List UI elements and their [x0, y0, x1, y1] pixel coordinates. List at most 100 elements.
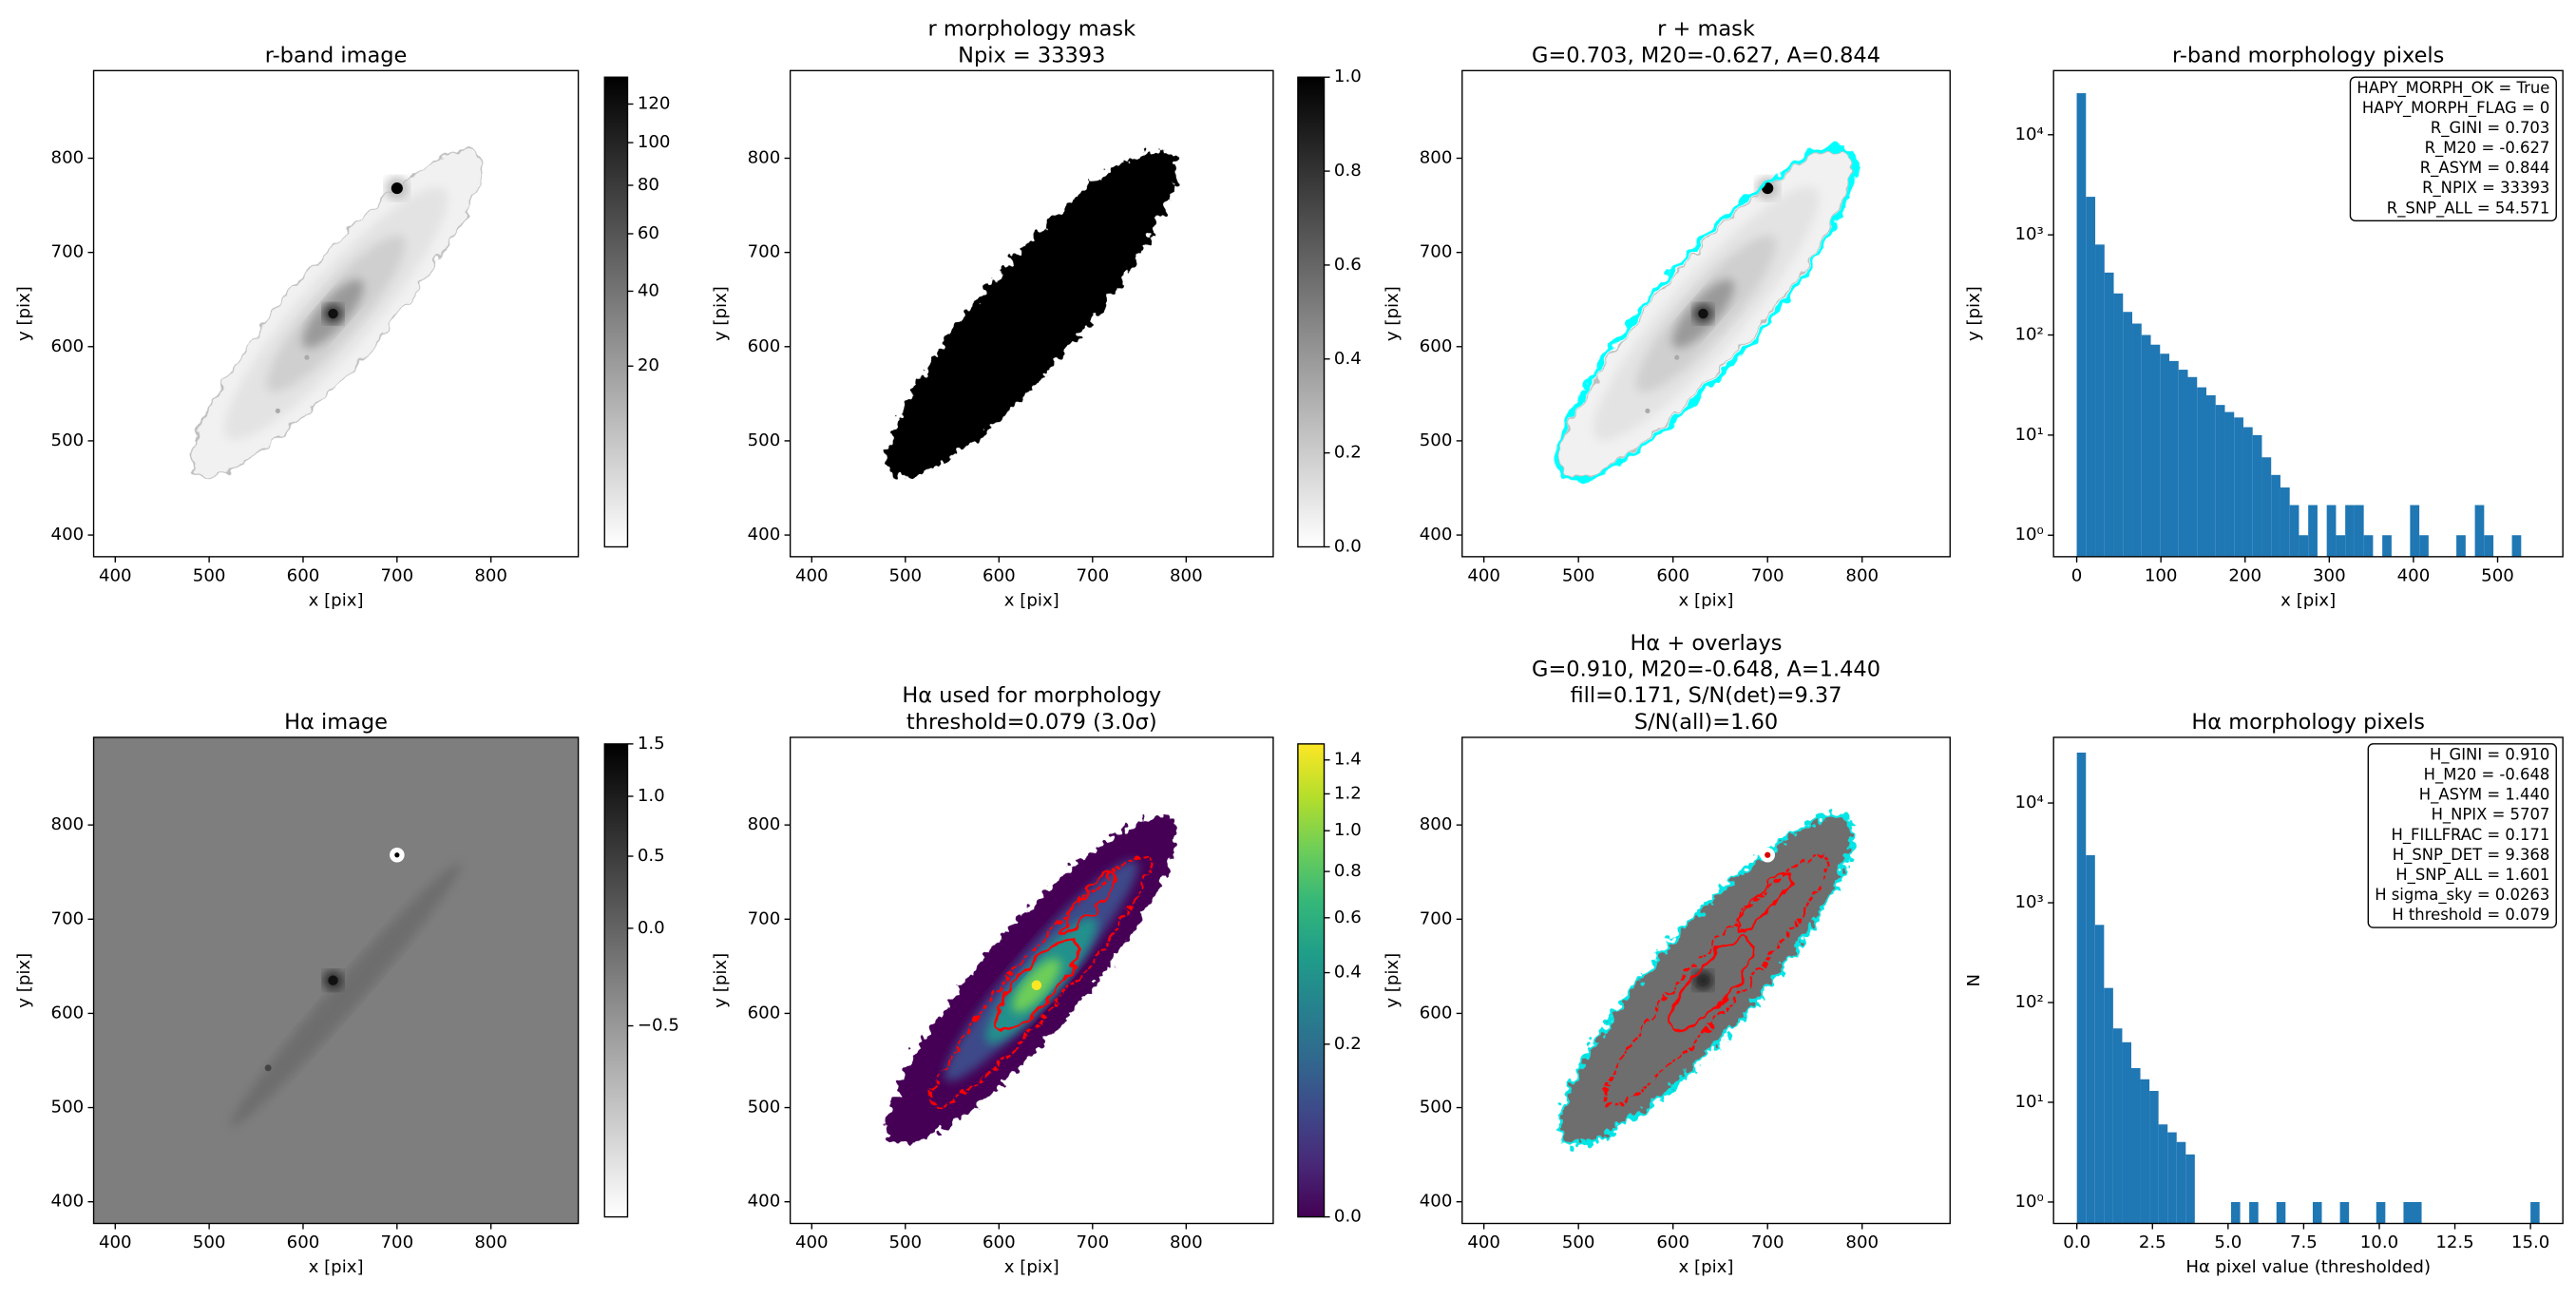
halpha-peak [1031, 980, 1042, 991]
y-tick-label: 500 [1420, 1098, 1453, 1118]
x-tick-label: 5.0 [2214, 1232, 2242, 1252]
histogram-bar [2132, 323, 2142, 557]
panel-title: r + mask [1657, 17, 1755, 42]
y-tick-label: 500 [51, 1098, 85, 1118]
annotation-line: H_GINI = 0.910 [2430, 745, 2549, 764]
x-tick-label: 600 [287, 566, 320, 586]
x-tick-label: 500 [888, 566, 922, 586]
annotation-line: HAPY_MORPH_FLAG = 0 [2362, 99, 2549, 118]
x-tick-label: 500 [193, 566, 226, 586]
colorbar-tick-label: 0.4 [1334, 963, 1362, 983]
y-tick-label: 600 [51, 336, 85, 356]
annotation-line: H_FILLFRAC = 0.171 [2391, 826, 2549, 845]
annotation-frame [2367, 743, 2557, 928]
star [394, 852, 400, 858]
histogram-bar [2130, 1068, 2141, 1224]
x-tick-label: 700 [1751, 566, 1784, 586]
panel-title: fill=0.171, S/N(det)=9.37 [1570, 683, 1841, 708]
histogram-bar [2140, 1079, 2150, 1224]
histogram-bar [2410, 505, 2420, 557]
histogram-bar [2158, 1124, 2168, 1224]
x-tick-label: 800 [1170, 566, 1203, 586]
colorbar-tick-label: 100 [638, 132, 671, 152]
y-tick-label: 700 [1420, 242, 1453, 262]
histogram-bar [2299, 535, 2309, 557]
y-axis-label: y [pix] [1383, 953, 1402, 1008]
histogram-bar [2224, 411, 2235, 557]
x-axis-label: x [pix] [309, 1257, 364, 1277]
source [1674, 354, 1680, 360]
annotation-line: H_ASYM = 1.440 [2419, 786, 2550, 805]
star [391, 182, 403, 195]
y-axis-label: y [pix] [711, 953, 731, 1008]
colorbar-tick-label: 0.5 [638, 846, 665, 866]
y-tick-label: 500 [51, 430, 85, 450]
x-tick-label: 600 [287, 1232, 320, 1252]
y-tick-label: 400 [1420, 1192, 1453, 1212]
histogram-bar [2104, 272, 2114, 557]
colorbar-tick-label: 1.2 [1334, 783, 1362, 803]
histogram-bar [2112, 1028, 2123, 1224]
colorbar [603, 76, 629, 548]
y-tick-label: 700 [748, 908, 781, 928]
histogram-bar [2412, 1201, 2422, 1224]
colorbar-tick-label: 0.6 [1334, 907, 1362, 927]
annotation-line: HAPY_MORPH_OK = True [2357, 79, 2549, 98]
histogram-bar [2242, 427, 2253, 557]
histogram-bar [2141, 334, 2151, 557]
y-tick-label: 400 [748, 1192, 781, 1212]
x-tick-label: 500 [1562, 1232, 1595, 1252]
y-tick-label: 500 [748, 1098, 781, 1118]
y-tick-label: 10³ [2014, 892, 2043, 912]
halpha-streak [230, 863, 462, 1127]
histogram-bar [2336, 535, 2346, 557]
axes-frame [1461, 736, 1951, 1225]
x-tick-label: 0.0 [2063, 1232, 2090, 1252]
x-tick-label: 500 [1562, 566, 1595, 586]
y-tick-label: 800 [1420, 814, 1453, 834]
histogram-bar [2382, 535, 2392, 557]
x-tick-label: 0 [2071, 566, 2083, 586]
threshold-contour [1736, 871, 1793, 934]
colorbar-tick-label: 0.8 [1334, 161, 1362, 181]
histogram-bar [2234, 417, 2243, 557]
colorbar-tick-label: 0.0 [638, 918, 665, 938]
histogram-bar [2095, 244, 2105, 557]
histogram-bar [2187, 376, 2198, 557]
axes-frame [789, 736, 1274, 1225]
y-axis-label: y [pix] [1383, 286, 1402, 341]
x-axis-label: x [pix] [2280, 591, 2336, 611]
x-tick-label: 600 [983, 566, 1016, 586]
mask [887, 149, 1176, 478]
halpha-core [328, 975, 338, 985]
x-tick-label: 400 [99, 1232, 132, 1252]
panel-title: Hα morphology pixels [2191, 710, 2425, 735]
x-tick-label: 800 [1170, 1232, 1203, 1252]
panel-title: threshold=0.079 (3.0σ) [906, 710, 1157, 735]
histogram-bar [2326, 505, 2337, 557]
histogram-bar [2456, 535, 2466, 557]
y-tick-label: 700 [51, 908, 85, 928]
colorbar-tick-label: 1.0 [638, 786, 665, 806]
x-tick-label: 500 [2481, 566, 2514, 586]
y-tick-label: 10⁰ [2014, 1192, 2043, 1212]
panel-title: r morphology mask [927, 17, 1135, 42]
x-tick-label: 400 [1467, 1232, 1500, 1252]
histogram-bar [2280, 487, 2290, 557]
histogram-bar [2160, 353, 2170, 557]
colorbar-tick-label: 20 [638, 355, 659, 375]
histogram-bar [2403, 1201, 2413, 1224]
y-axis-label: y [pix] [1964, 286, 1984, 341]
histogram-bar [2339, 1201, 2350, 1224]
panel-title: r-band morphology pixels [2172, 43, 2444, 67]
histogram-bar [2123, 312, 2133, 557]
histogram-bar [2345, 505, 2355, 557]
y-tick-label: 800 [1420, 148, 1453, 168]
histogram-bar [2276, 1201, 2286, 1224]
histogram-bar [2419, 535, 2429, 557]
y-tick-label: 600 [51, 1003, 85, 1022]
histogram-bar [2289, 505, 2299, 557]
y-axis-label: y [pix] [14, 286, 34, 341]
axes-frame [92, 736, 580, 1225]
